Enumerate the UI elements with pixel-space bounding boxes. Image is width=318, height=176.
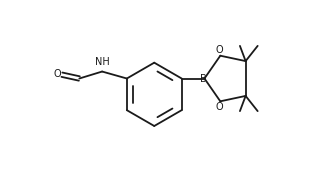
- Text: NH: NH: [95, 57, 109, 67]
- Text: O: O: [53, 69, 61, 79]
- Text: O: O: [215, 102, 223, 112]
- Text: O: O: [215, 45, 223, 55]
- Text: B: B: [200, 74, 207, 83]
